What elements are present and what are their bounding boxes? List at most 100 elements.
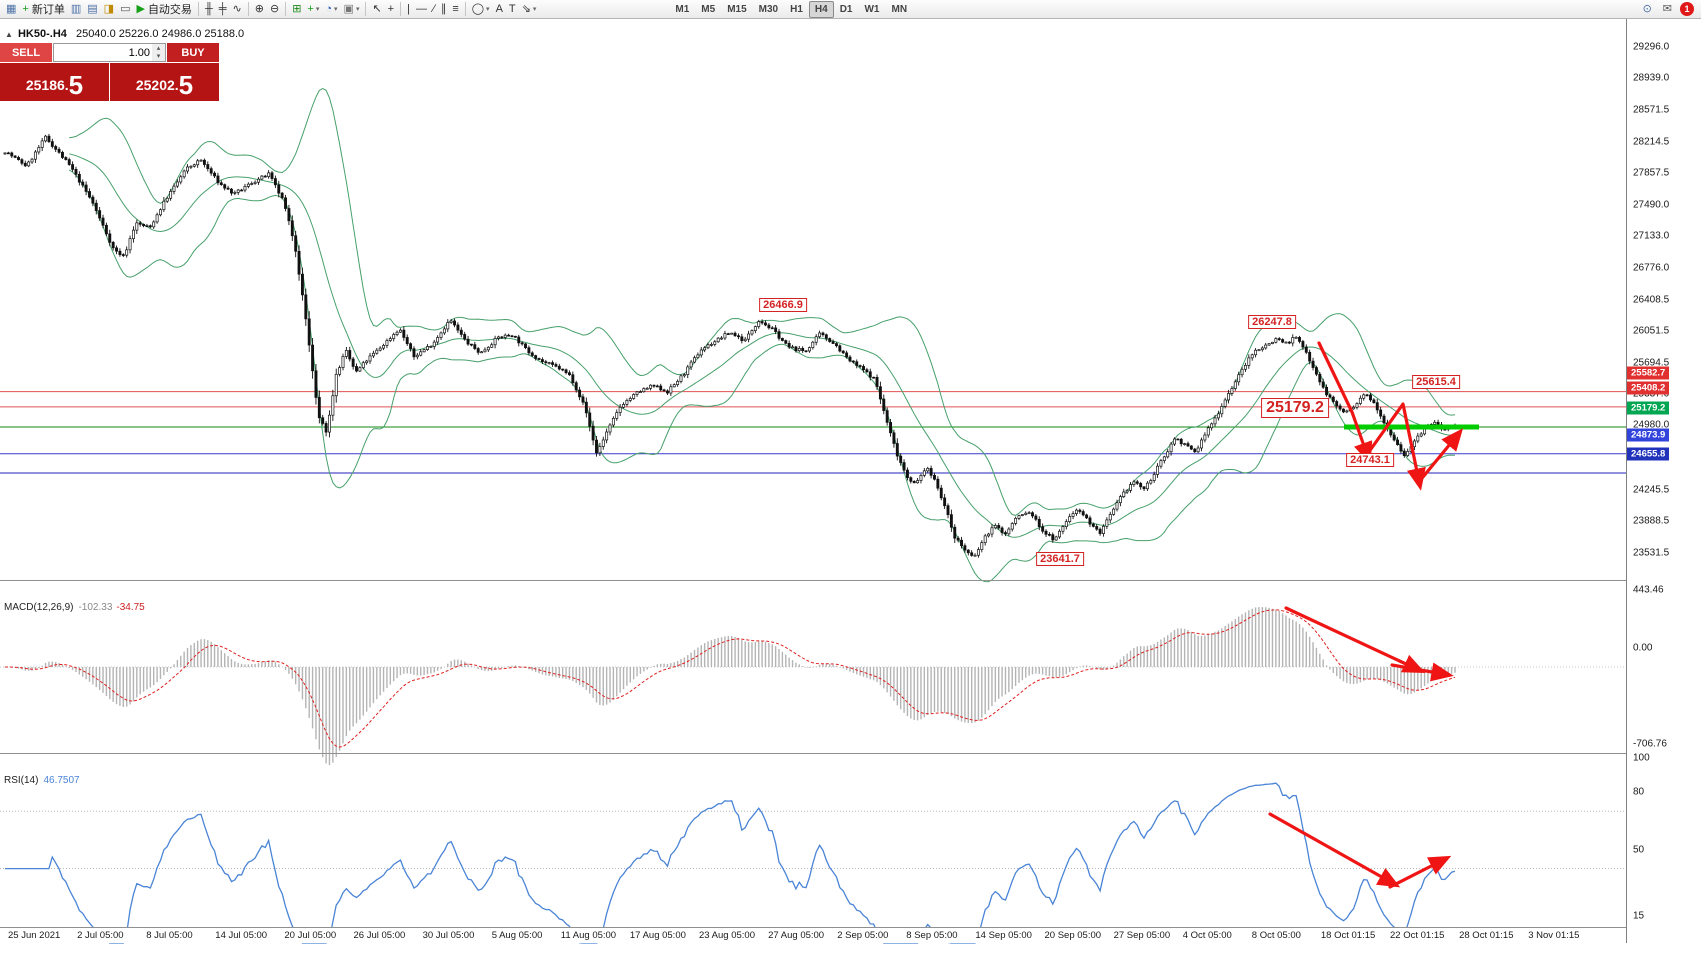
chevron-down-icon[interactable]: ▾: [533, 5, 537, 13]
rsi-scale: 100: [1633, 753, 1650, 764]
vertical-line-icon[interactable]: |: [404, 1, 413, 17]
sell-price-main: 25186.: [26, 72, 69, 98]
price-level-badge: 25582.7: [1627, 366, 1669, 379]
crosshair-icon[interactable]: +: [385, 1, 397, 17]
spinner-down-icon[interactable]: ▾: [157, 53, 161, 61]
time-label: 8 Jul 05:00: [146, 930, 192, 941]
notification-badge[interactable]: 1: [1680, 2, 1694, 16]
timeframe-m1[interactable]: M1: [669, 1, 695, 18]
price-tick: 27490.0: [1633, 200, 1669, 211]
period-icon[interactable]: ◔▾: [322, 1, 340, 17]
rsi-indicator-label: RSI(14)46.7507: [4, 775, 80, 786]
chevron-down-icon[interactable]: ▾: [486, 5, 490, 13]
autotrading-button[interactable]: ▶自动交易: [133, 1, 194, 17]
macd-indicator-label: MACD(12,26,9)-102.33-34.75: [4, 602, 145, 613]
sell-button[interactable]: SELL: [0, 43, 52, 62]
time-label: 14 Jul 05:00: [215, 930, 267, 941]
macd-pane-separator[interactable]: [0, 580, 1701, 581]
zoom-out-icon[interactable]: ⊖: [267, 1, 282, 17]
cursor-icon[interactable]: ↖: [369, 1, 384, 17]
autotrading-icon: ▶: [136, 1, 144, 17]
tile-windows-icon[interactable]: ⊞: [289, 1, 304, 17]
line-chart-icon: ∿: [233, 1, 242, 17]
crosshair-icon: +: [388, 1, 394, 17]
time-label: 2 Sep 05:00: [837, 930, 888, 941]
time-label: 2 Jul 05:00: [77, 930, 123, 941]
chevron-down-icon[interactable]: ▾: [356, 5, 360, 13]
price-tick: 26776.0: [1633, 262, 1669, 273]
text-icon[interactable]: A: [493, 1, 506, 17]
trendline-icon[interactable]: ∕: [430, 1, 438, 17]
shapes-icon[interactable]: ◯▾: [469, 1, 493, 17]
add-indicator-icon[interactable]: +▾: [304, 1, 322, 17]
horizontal-line-icon[interactable]: —: [413, 1, 430, 17]
horizontal-line-icon: —: [416, 1, 427, 17]
spinner-up-icon[interactable]: ▴: [157, 45, 161, 53]
price-tick: 28214.5: [1633, 136, 1669, 147]
terminal-icon[interactable]: ▭: [117, 1, 133, 17]
buy-button[interactable]: BUY: [167, 43, 219, 62]
one-click-trading-panel: SELL ▴ ▾ BUY 25186.5 25202.5: [0, 43, 219, 101]
new-order-button[interactable]: +新订单: [19, 1, 67, 17]
line-chart-icon[interactable]: ∿: [230, 1, 245, 17]
text-label-icon[interactable]: T: [506, 1, 519, 17]
market-watch-icon: ▥: [71, 1, 81, 17]
sell-price-pip: 5: [69, 72, 83, 98]
time-label: 20 Jul 05:00: [284, 930, 336, 941]
time-label: 18 Oct 01:15: [1321, 930, 1375, 941]
rsi-pane-separator[interactable]: [0, 753, 1701, 754]
time-label: 4 Oct 05:00: [1183, 930, 1232, 941]
timeframe-m30[interactable]: M30: [753, 1, 784, 18]
timeframe-h1[interactable]: H1: [784, 1, 809, 18]
template-icon[interactable]: ▣▾: [341, 1, 363, 17]
timeframe-m5[interactable]: M5: [695, 1, 721, 18]
chevron-down-icon[interactable]: ▾: [334, 5, 338, 13]
timeframe-w1[interactable]: W1: [858, 1, 885, 18]
chat-icon[interactable]: ✉: [1660, 1, 1675, 17]
data-window-icon[interactable]: ▤: [84, 1, 100, 17]
arrows-icon[interactable]: ⇘▾: [519, 1, 540, 17]
toolbar-right-group: ⊙ ✉ 1: [1640, 1, 1698, 17]
candlestick-chart-icon[interactable]: ╪: [216, 1, 230, 17]
price-annotation: 24743.1: [1346, 453, 1394, 467]
sell-price-button[interactable]: 25186.5: [0, 63, 109, 101]
time-label: 8 Sep 05:00: [906, 930, 957, 941]
price-tick: 23531.5: [1633, 547, 1669, 558]
time-label: 28 Oct 01:15: [1459, 930, 1513, 941]
price-tick: 26051.5: [1633, 326, 1669, 337]
search-icon[interactable]: ⊙: [1640, 1, 1655, 17]
toolbar-separator: [198, 2, 199, 16]
toolbar-separator: [465, 2, 466, 16]
fibonacci-icon[interactable]: ≡: [449, 1, 461, 17]
buy-price-button[interactable]: 25202.5: [110, 63, 219, 101]
toolbar-separator: [248, 2, 249, 16]
timeframe-m15[interactable]: M15: [721, 1, 752, 18]
chart-mini-icon[interactable]: ▦: [3, 1, 19, 17]
price-tick: 28939.0: [1633, 72, 1669, 83]
timeframe-h4[interactable]: H4: [809, 1, 834, 18]
channel-icon[interactable]: ∥: [438, 1, 450, 17]
trendline-icon: ∕: [433, 1, 435, 17]
price-level-badge: 25408.2: [1627, 381, 1669, 394]
price-tick: 29296.0: [1633, 41, 1669, 52]
toolbar-separator: [365, 2, 366, 16]
volume-input[interactable]: [54, 46, 152, 60]
zoom-in-icon[interactable]: ⊕: [252, 1, 267, 17]
new-order-button-label: 新订单: [32, 1, 65, 17]
timeframe-mn[interactable]: MN: [885, 1, 913, 18]
vertical-line-icon: |: [407, 1, 410, 17]
chart-shift-icon: ▲: [5, 30, 13, 39]
price-annotation: 23641.7: [1036, 552, 1084, 566]
bar-chart-icon[interactable]: ╫: [202, 1, 216, 17]
chevron-down-icon[interactable]: ▾: [316, 5, 320, 13]
volume-spinner[interactable]: ▴ ▾: [152, 44, 165, 61]
timeframe-d1[interactable]: D1: [834, 1, 859, 18]
macd-scale-zero: 0.00: [1633, 643, 1652, 654]
navigator-icon[interactable]: ◨: [101, 1, 117, 17]
search-icon: ⊙: [1643, 1, 1652, 17]
chart-area[interactable]: ▲ HK50-.H4 25040.0 25226.0 24986.0 25188…: [0, 19, 1626, 943]
market-watch-icon[interactable]: ▥: [68, 1, 84, 17]
